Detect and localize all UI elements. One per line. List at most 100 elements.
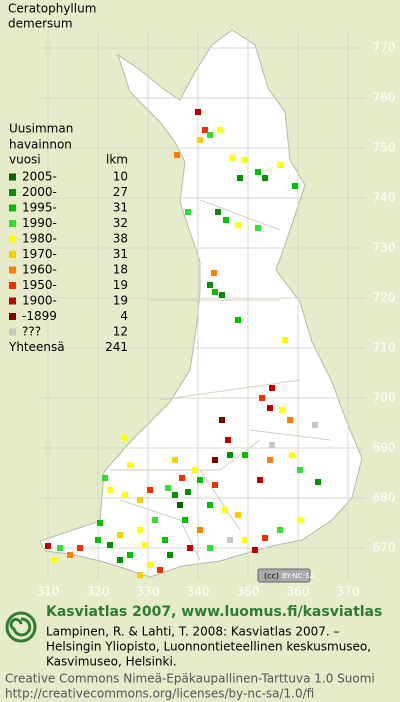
observation-dot: [217, 127, 223, 133]
observation-dot: [127, 552, 133, 558]
observation-dot: [45, 543, 51, 549]
east-label: 310: [37, 585, 60, 599]
observation-dot: [223, 217, 229, 223]
north-label: 680: [373, 491, 396, 505]
observation-dot: [255, 169, 261, 175]
observation-dot: [269, 385, 275, 391]
legend-count: 31: [113, 247, 128, 261]
legend-swatch: [9, 266, 16, 274]
observation-dot: [222, 507, 228, 513]
legend-column: lkm: [106, 153, 128, 167]
observation-dot: [212, 289, 218, 295]
observation-dot: [162, 537, 168, 543]
observation-dot: [177, 502, 183, 508]
legend-count: 18: [113, 263, 128, 277]
observation-dot: [277, 527, 283, 533]
observation-dot: [117, 557, 123, 563]
observation-dot: [197, 137, 203, 143]
observation-dot: [235, 222, 241, 228]
legend-swatch: [9, 282, 16, 289]
legend-count: 27: [113, 185, 128, 199]
legend-period: ???: [22, 325, 41, 339]
region-borders: [110, 199, 331, 561]
legend-period: 2005-: [22, 170, 57, 184]
east-label: 350: [237, 585, 260, 599]
legend-swatch: [9, 313, 16, 320]
observation-dot: [107, 487, 113, 493]
observations: [45, 109, 321, 578]
license: http://creativecommons.org/licenses/by-n…: [5, 687, 314, 701]
coordinate-labels: 770 760 750 740 730 720 710 700 690 680 670 310 320 3…: [37, 41, 396, 599]
observation-dot: [219, 417, 225, 423]
observation-dot: [147, 487, 153, 493]
observation-dot: [77, 545, 83, 551]
observation-dot: [107, 542, 113, 548]
observation-dot: [279, 407, 285, 413]
cc-badge-text: BY-NC-SA: [282, 572, 315, 580]
observation-dot: [207, 502, 213, 508]
east-label: 360: [287, 585, 310, 599]
observation-dot: [147, 562, 153, 568]
observation-dot: [202, 127, 208, 133]
north-label: 730: [373, 241, 396, 255]
map-grid: [40, 30, 365, 580]
legend-period: 1970-: [22, 247, 57, 261]
legend-swatch: [9, 328, 16, 336]
observation-dot: [229, 155, 235, 161]
species-title: demersum: [8, 17, 73, 31]
citation: Helsingin Yliopisto, Luonnontieteellinen…: [46, 640, 371, 654]
observation-dot: [57, 545, 63, 551]
legend-period: 1960-: [22, 263, 57, 277]
observation-dot: [259, 395, 265, 401]
observation-dot: [167, 552, 173, 558]
legend-total-label: Yhteensä: [8, 340, 65, 354]
observation-dot: [185, 489, 191, 495]
north-label: 750: [373, 141, 396, 155]
observation-dot: [157, 567, 163, 573]
observation-dot: [219, 292, 225, 298]
cc-badge-icon: (cc): [264, 572, 279, 581]
legend-period: -1899: [22, 309, 57, 323]
legend-swatch: [9, 297, 16, 305]
species-title: Ceratophyllum: [8, 2, 96, 16]
legend-period: 1900-: [22, 294, 57, 308]
observation-dot: [122, 435, 128, 441]
observation-dot: [225, 437, 231, 443]
license: Creative Commons Nimeä-Epäkaupallinen-Ta…: [5, 672, 375, 686]
observation-dot: [242, 452, 248, 458]
observation-dot: [192, 467, 198, 473]
legend-count: 38: [113, 232, 128, 246]
observation-dot: [117, 532, 123, 538]
legend-swatch: [9, 235, 16, 243]
observation-dot: [267, 457, 273, 463]
legend-count: 19: [113, 278, 128, 292]
legend-count: 12: [113, 325, 128, 339]
observation-dot: [212, 457, 218, 463]
east-label: 320: [87, 585, 110, 599]
legend-period: 1950-: [22, 278, 57, 292]
legend-count: 4: [120, 309, 128, 323]
citation: Kasvimuseo, Helsinki.: [46, 655, 177, 669]
legend-period: 1995-: [22, 201, 57, 215]
legend-swatch: [9, 251, 16, 258]
observation-dot: [262, 175, 268, 181]
observation-dot: [215, 209, 221, 215]
observation-dot: [312, 422, 318, 428]
east-label: 330: [137, 585, 160, 599]
observation-dot: [287, 417, 293, 423]
observation-dot: [227, 537, 233, 543]
observation-dot: [195, 109, 201, 115]
observation-dot: [102, 475, 108, 481]
north-label: 770: [373, 41, 396, 55]
observation-dot: [235, 512, 241, 518]
footer-heading: Kasviatlas 2007, www.luomus.fi/kasviatla…: [46, 604, 382, 620]
legend-count: 10: [113, 170, 128, 184]
legend-count: 19: [113, 294, 128, 308]
observation-dot: [197, 477, 203, 483]
observation-dot: [235, 317, 241, 323]
observation-dot: [137, 497, 143, 503]
observation-dot: [297, 467, 303, 473]
observation-dot: [185, 209, 191, 215]
